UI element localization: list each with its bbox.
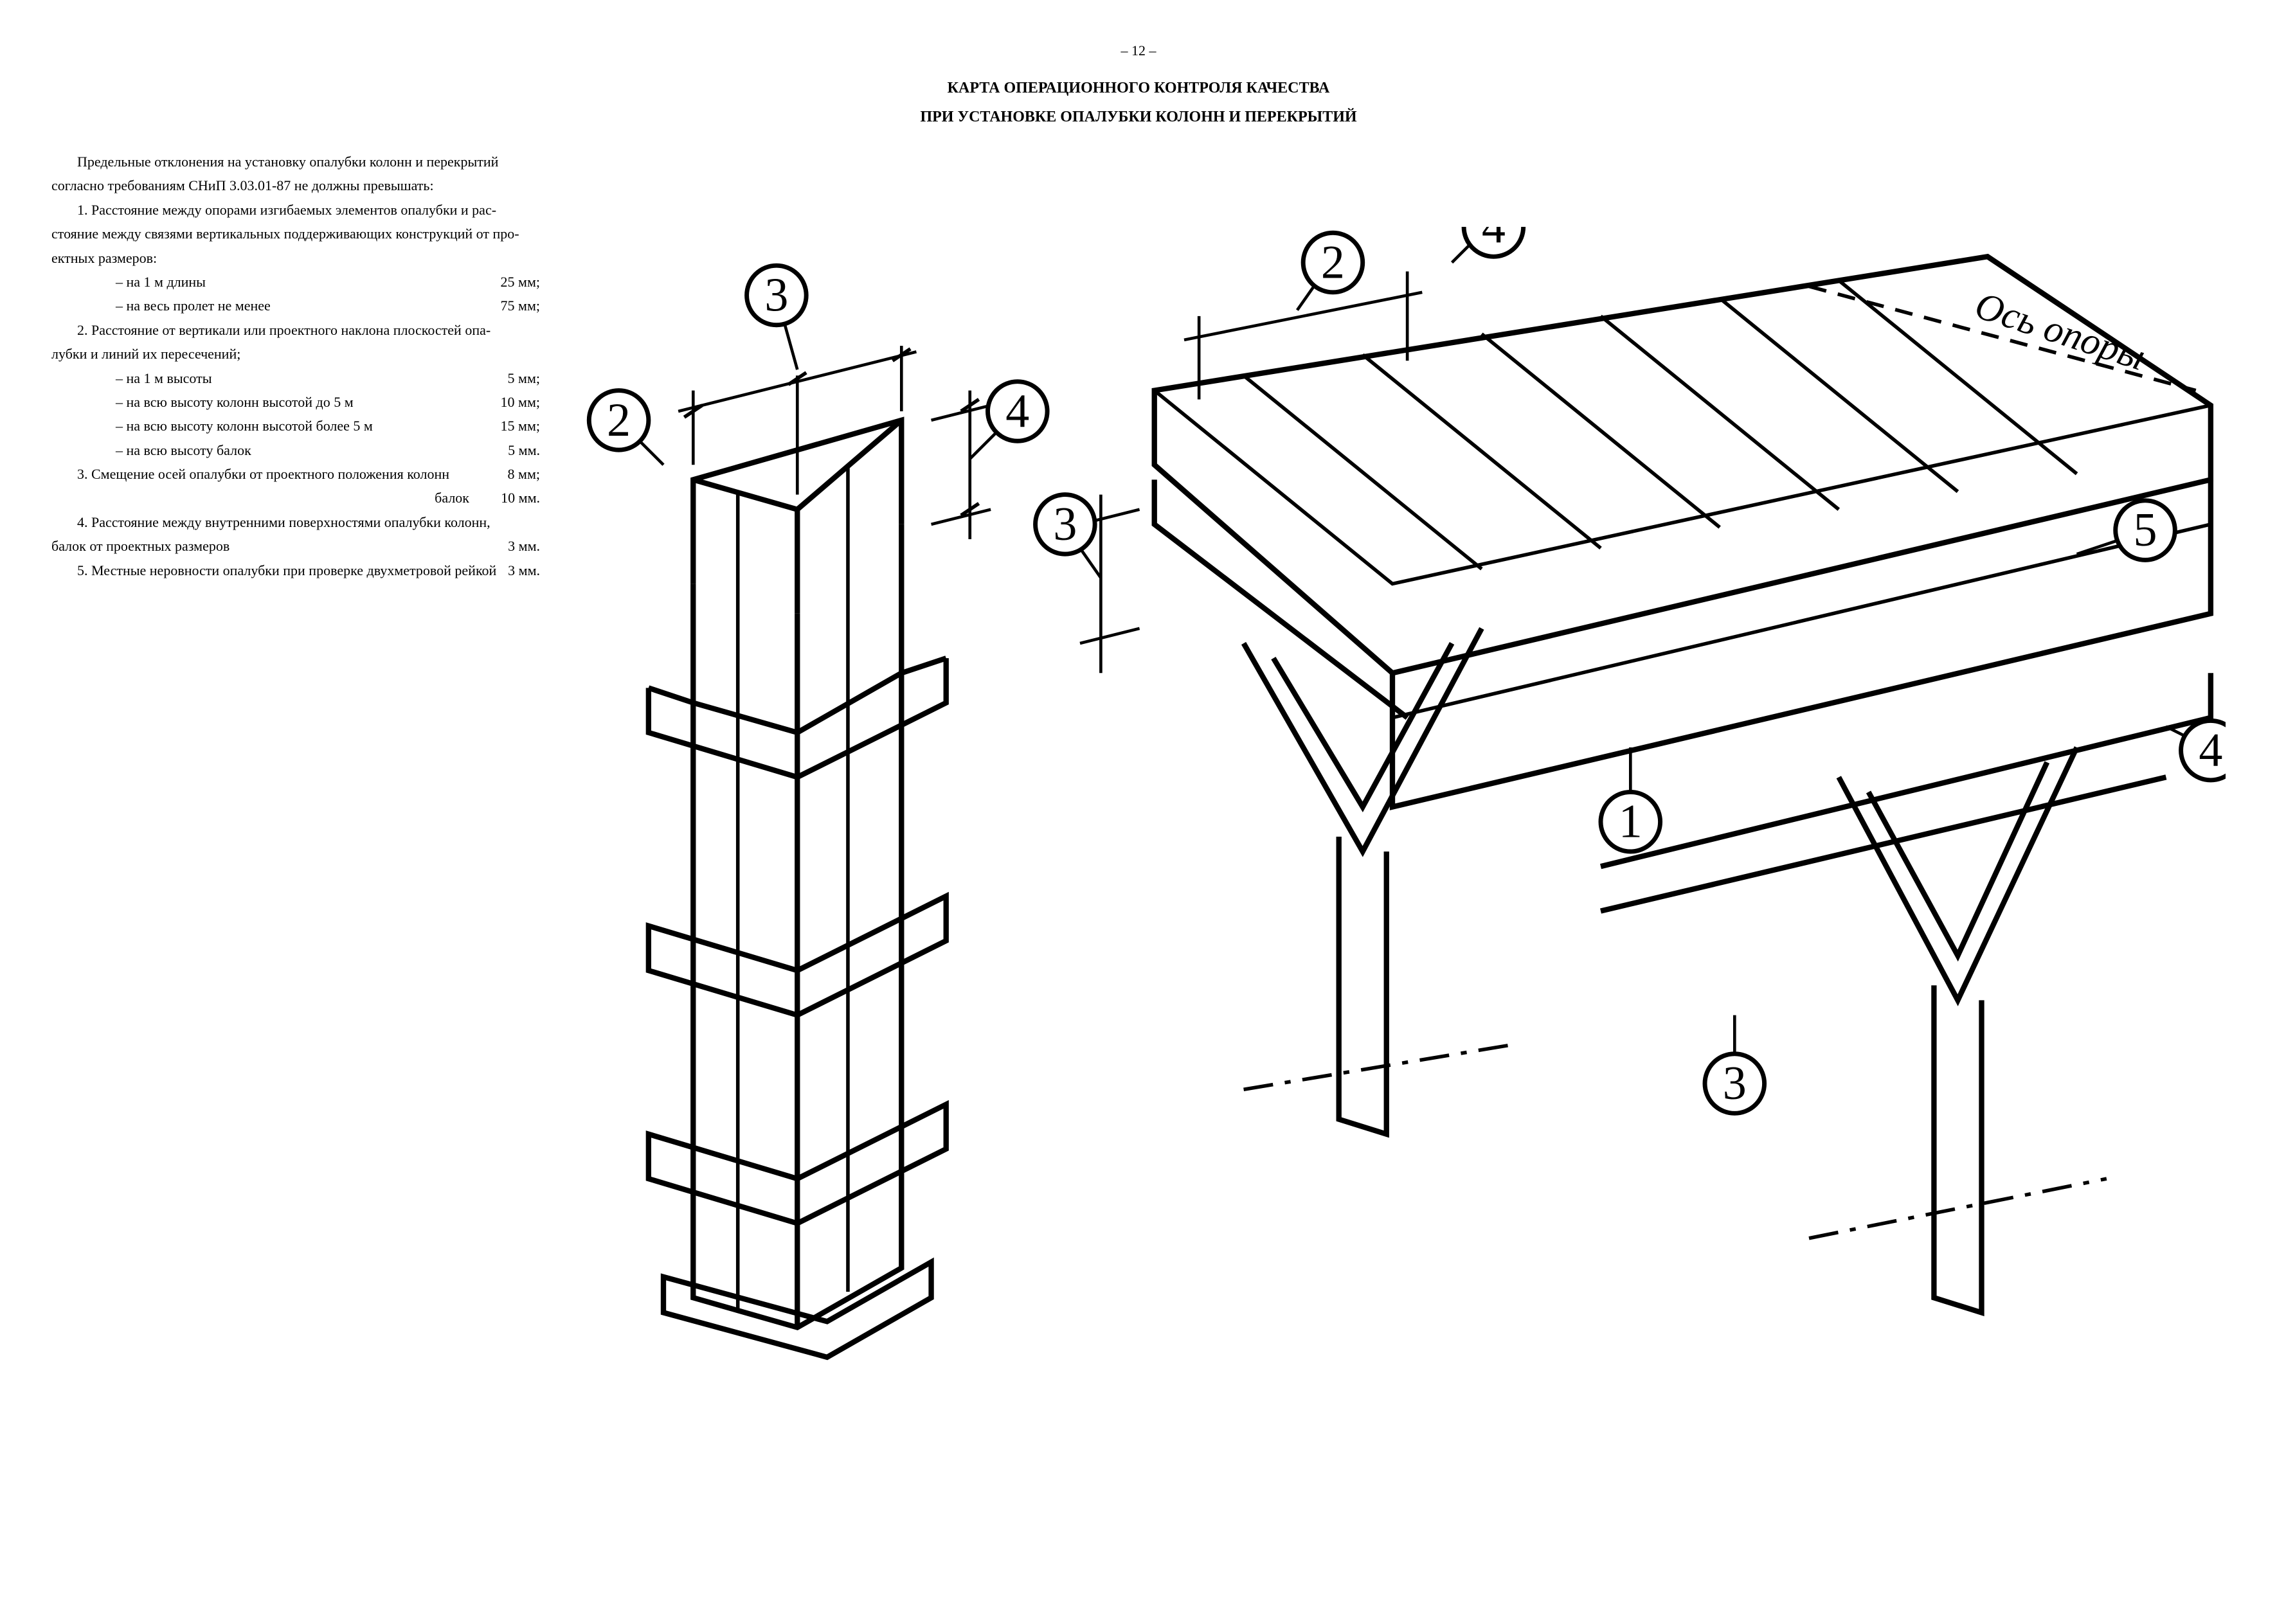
page-title: КАРТА ОПЕРАЦИОННОГО КОНТРОЛЯ КАЧЕСТВА (51, 75, 2226, 102)
svg-text:4: 4 (1482, 227, 1506, 253)
spec-value: 10 мм. (482, 486, 540, 510)
svg-text:3: 3 (1053, 498, 1077, 551)
spec-row: – на всю высоту колонн высотой до 5 м 10… (51, 390, 540, 414)
axis-label: Ось опоры (1970, 283, 2150, 379)
content-wrapper: Предельные отклонения на установку опалу… (51, 150, 2226, 1483)
item3-sub-row: балок 10 мм. (51, 486, 540, 510)
item1-head3: ектных размеров: (51, 246, 540, 270)
spec-label: – на всю высоту балок (51, 438, 482, 462)
spec-value: 25 мм; (482, 270, 540, 294)
spec-value: 5 мм; (482, 366, 540, 390)
callout-4-slab-right: 4 (2166, 720, 2226, 780)
svg-text:1: 1 (1619, 796, 1643, 848)
svg-text:2: 2 (607, 394, 631, 447)
item2-head1: 2. Расстояние от вертикали или проектног… (51, 318, 540, 342)
spec-label: – на весь пролет не менее (51, 294, 482, 317)
callout-3-col: 3 (747, 265, 807, 370)
spec-row: – на 1 м высоты 5 мм; (51, 366, 540, 390)
spec-label: – на 1 м высоты (51, 366, 482, 390)
spec-label: балок (51, 486, 482, 510)
spec-value: 75 мм; (482, 294, 540, 317)
spec-value: 3 мм. (482, 534, 540, 558)
column-dimensions (678, 346, 991, 539)
spec-row: – на 1 м длины 25 мм; (51, 270, 540, 294)
item4-row: балок от проектных размеров 3 мм. (51, 534, 540, 558)
intro-line1: Предельные отклонения на установку опалу… (51, 150, 540, 174)
item2-head2: лубки и линий их пересечений; (51, 342, 540, 366)
item4-head2: балок от проектных размеров (51, 534, 482, 558)
item3-row: 3. Смещение осей опалубки от проектного … (51, 462, 540, 486)
callout-1-slab: 1 (1601, 747, 1661, 852)
callout-2-col: 2 (589, 391, 663, 465)
svg-text:3: 3 (1723, 1057, 1747, 1110)
spec-value: 8 мм; (482, 462, 540, 486)
figure-column: Ось опоры 2 3 4 (559, 150, 2226, 1483)
spec-value: 15 мм; (482, 414, 540, 438)
page-number: – 12 – (51, 39, 2226, 62)
slab-formwork (1155, 256, 2211, 1312)
item4-head1: 4. Расстояние между внутренними поверхно… (51, 510, 540, 534)
callout-4-col: 4 (970, 382, 1047, 459)
spec-row: – на всю высоту колонн высотой более 5 м… (51, 414, 540, 438)
item1-head1: 1. Расстояние между опорами изгибаемых э… (51, 198, 540, 222)
intro-line2: согласно требованиям СНиП 3.03.01-87 не … (51, 174, 540, 197)
spec-label: – на всю высоту колонн высотой до 5 м (51, 390, 482, 414)
svg-text:5: 5 (2134, 504, 2157, 557)
svg-text:4: 4 (2199, 724, 2222, 777)
spec-row: – на всю высоту балок 5 мм. (51, 438, 540, 462)
page-subtitle: ПРИ УСТАНОВКЕ ОПАЛУБКИ КОЛОНН И ПЕРЕКРЫТ… (51, 104, 2226, 130)
item3-text: 3. Смещение осей опалубки от проектного … (51, 462, 482, 486)
callout-4-slab-top: 4 (1452, 227, 1524, 263)
item5-text: 5. Местные неровности опалубки при прове… (51, 558, 501, 582)
spec-value: 5 мм. (482, 438, 540, 462)
spec-value: 3 мм. (501, 558, 540, 582)
svg-text:3: 3 (764, 269, 788, 321)
callout-3-slab-left: 3 (1036, 495, 1101, 578)
spec-row: – на весь пролет не менее 75 мм; (51, 294, 540, 317)
callout-3-slab-bottom: 3 (1705, 1015, 1765, 1114)
item1-head2: стояние между связями вертикальных подде… (51, 222, 540, 245)
svg-text:2: 2 (1321, 236, 1345, 289)
svg-text:4: 4 (1005, 385, 1029, 438)
formwork-diagram: Ось опоры 2 3 4 (559, 227, 2226, 1476)
callout-2-slab: 2 (1297, 233, 1363, 310)
spec-label: – на 1 м длины (51, 270, 482, 294)
spec-value: 10 мм; (482, 390, 540, 414)
text-column: Предельные отклонения на установку опалу… (51, 150, 540, 1483)
column-formwork (649, 420, 946, 1357)
item5-row: 5. Местные неровности опалубки при прове… (51, 558, 540, 582)
spec-label: – на всю высоту колонн высотой более 5 м (51, 414, 482, 438)
slab-dimensions (1080, 271, 1422, 673)
